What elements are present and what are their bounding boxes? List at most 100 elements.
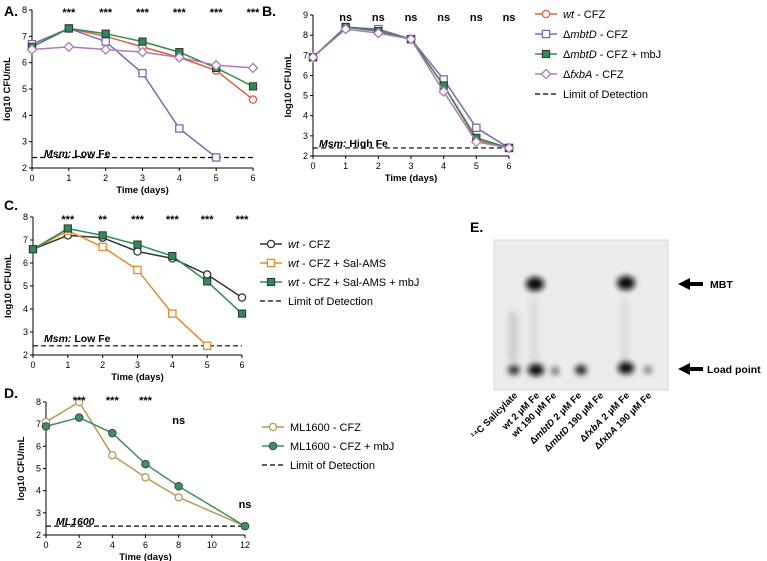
legend-lod-B: Limit of Detection	[563, 89, 648, 101]
y-tick-label-d: 6	[36, 441, 41, 451]
x-axis-label-c: Time (days)	[111, 372, 164, 383]
condition-iron-b: High Fe	[346, 138, 388, 150]
x-tick-label-a: 5	[214, 173, 219, 183]
legend-entry-strain-B: mbtD	[570, 49, 596, 61]
y-tick-label-d: 4	[36, 486, 41, 496]
significance-label-a: ***	[136, 7, 150, 19]
data-point-a-3	[26, 44, 38, 55]
x-tick-label-a: 1	[66, 173, 71, 183]
condition-label-b: Msm: High Fe	[319, 138, 388, 150]
legend-entry-strain-B: fxbA	[570, 69, 592, 81]
y-axis-label-c: log10 CFU/mL	[3, 254, 14, 318]
tlc-lane-streak-3	[621, 300, 629, 370]
legend-entry-text-B: - CFZ	[592, 69, 623, 81]
significance-label-d: ***	[106, 395, 120, 407]
tlc-spot-load-6	[644, 366, 652, 374]
arrow-mbt-icon	[678, 278, 703, 290]
y-tick-label-d: 3	[36, 508, 41, 518]
y-tick-label-b: 7	[303, 50, 308, 60]
data-point-b-3	[340, 23, 352, 35]
y-tick-label-d: 5	[36, 464, 41, 474]
data-point-c-1	[202, 341, 212, 351]
data-point-d-0	[174, 493, 183, 502]
y-axis-label-d: log10 CFU/mL	[16, 436, 27, 500]
legend-marker-C	[266, 277, 276, 287]
legend-marker-B	[540, 68, 552, 80]
y-tick-label-c: 3	[23, 327, 28, 337]
panel-label-d: D.	[4, 385, 18, 401]
y-tick-label-b: 3	[303, 131, 308, 141]
series-line-c-1	[32, 229, 208, 347]
data-point-d-1	[41, 422, 51, 431]
significance-label-a: ***	[173, 7, 187, 19]
y-tick-label-c: 8	[23, 212, 28, 222]
x-tick-label-c: 4	[170, 360, 175, 370]
significance-label-c: ***	[61, 214, 75, 226]
legend-entry-prefix-B: Δ	[563, 49, 571, 61]
y-tick-label-a: 6	[22, 58, 27, 68]
condition-strain-d: ML1600	[56, 516, 95, 528]
data-point-b-1	[472, 123, 481, 133]
legend-entry-prefix-B: Δ	[563, 69, 571, 81]
data-point-d-0	[141, 473, 150, 482]
y-tick-label-a: 8	[22, 5, 27, 15]
data-point-c-1	[98, 242, 107, 252]
data-point-a-2	[101, 29, 110, 38]
legend-marker-D	[268, 422, 278, 432]
data-point-c-0	[133, 247, 142, 256]
y-axis-label-b: log10 CFU/mL	[283, 53, 294, 117]
legend-marker-B	[541, 49, 551, 59]
data-point-a-3	[100, 44, 112, 55]
y-tick-label-c: 2	[23, 350, 28, 360]
legend-entry-strain-B: mbtD	[570, 29, 596, 41]
data-point-a-2	[138, 37, 147, 46]
significance-label-b: ns	[470, 12, 483, 24]
legend-lod-D: Limit of Detection	[290, 460, 375, 472]
significance-label-d: ns	[239, 499, 252, 511]
legend-entry-B: ΔmbtD - CFZ	[563, 29, 628, 41]
y-tick-label-b: 9	[303, 10, 308, 20]
significance-label-b: ns	[372, 12, 385, 24]
x-tick-label-a: 4	[177, 173, 182, 183]
tlc-spot-load-1	[508, 365, 520, 375]
tlc-spot-mbt-wt	[526, 277, 544, 291]
x-tick-label-a: 3	[140, 173, 145, 183]
condition-iron-c: Low Fe	[71, 333, 110, 345]
data-point-b-3	[307, 51, 319, 63]
data-point-a-1	[138, 68, 147, 78]
x-tick-label-b: 3	[408, 161, 413, 171]
legend-entry-strain-C: wt	[288, 239, 300, 251]
data-point-c-2	[28, 245, 38, 254]
tlc-lane-streak-2	[530, 300, 538, 370]
x-tick-label-b: 6	[506, 161, 511, 171]
data-point-a-3	[247, 62, 259, 74]
legend-entry-text-D: ML1600 - CFZ + mbJ	[290, 441, 394, 453]
significance-label-b: ns	[437, 12, 450, 24]
data-point-c-0	[202, 270, 212, 279]
data-point-a-3	[137, 46, 148, 58]
tlc-spot-load-3	[551, 367, 559, 375]
data-point-c-2	[98, 231, 107, 240]
legend-marker-B	[541, 29, 551, 39]
data-point-d-1	[108, 428, 117, 438]
data-point-a-2	[64, 24, 73, 33]
legend-entry-B: ΔfxbA - CFZ	[563, 69, 624, 81]
tlc-spot-load-5	[618, 362, 634, 374]
y-tick-label-a: 4	[22, 110, 27, 120]
x-axis-label-b: Time (days)	[385, 173, 438, 184]
y-axis-label-a: log10 CFU/mL	[2, 57, 13, 121]
data-point-d-0	[74, 397, 84, 407]
significance-label-a: ***	[62, 7, 76, 19]
data-point-a-1	[175, 124, 184, 133]
data-point-d-0	[108, 450, 117, 460]
x-tick-label-d: 10	[207, 540, 217, 550]
legend-lod-C: Limit of Detection	[288, 296, 373, 308]
y-tick-label-b: 8	[303, 30, 308, 40]
x-tick-label-d: 2	[77, 540, 82, 550]
legend-entry-text-C: - CFZ + Sal-AMS	[299, 258, 386, 270]
arrow-load-point-icon	[678, 363, 703, 375]
